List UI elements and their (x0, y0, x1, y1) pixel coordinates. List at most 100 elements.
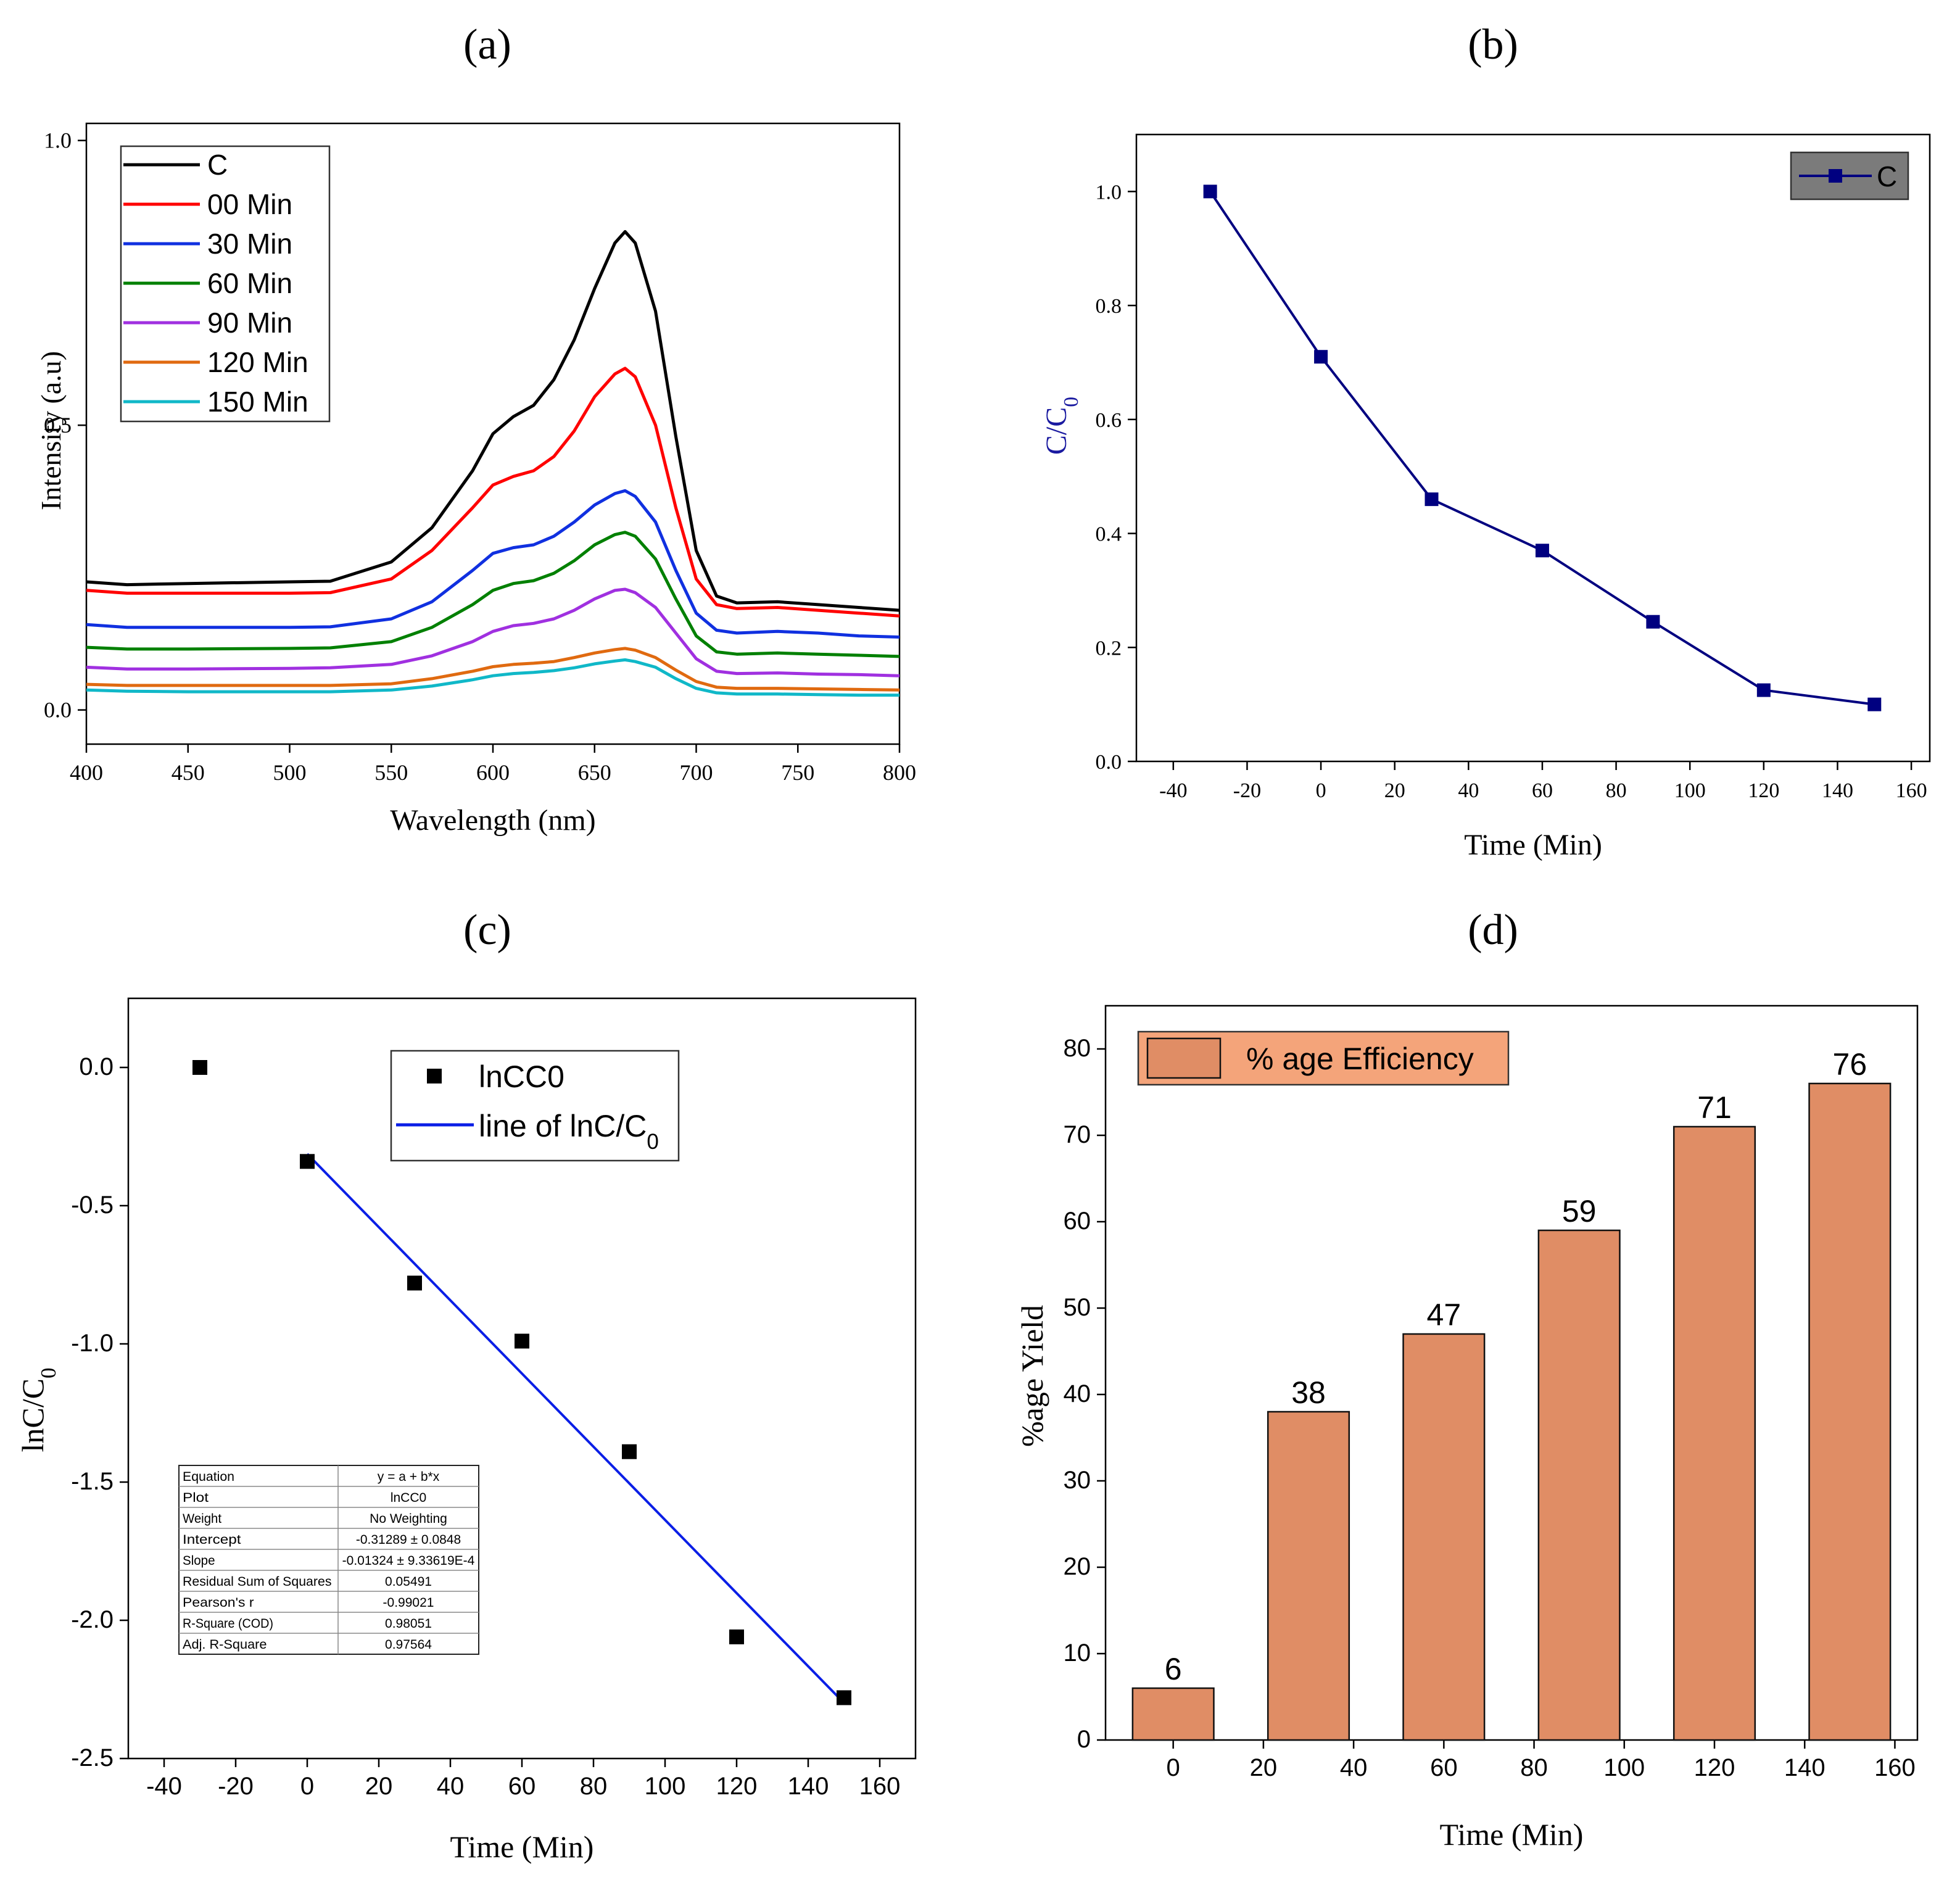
fit-table-key: Plot (183, 1491, 209, 1505)
y-tick-label: 1.0 (44, 128, 72, 153)
y-tick-label: -2.0 (71, 1606, 114, 1633)
legend-entry: 30 Min (207, 228, 292, 260)
x-tick-label: 20 (1250, 1754, 1278, 1781)
y-tick-label: 30 (1064, 1467, 1091, 1494)
data-point (515, 1334, 529, 1349)
x-tick-label: 700 (680, 760, 713, 785)
panel-label: (d) (1468, 906, 1518, 954)
y-axis-label: %age Yield (1015, 1305, 1049, 1447)
x-tick-label: 40 (437, 1773, 465, 1800)
x-tick-label: 60 (508, 1773, 536, 1800)
x-tick-label: -20 (1233, 779, 1261, 802)
x-tick-label: 80 (1520, 1754, 1548, 1781)
y-axis-label: Intensity (a.u) (35, 351, 67, 510)
y-tick-label: -1.0 (71, 1330, 114, 1357)
x-axis-label: Wavelength (nm) (390, 804, 595, 837)
x-tick-label: 80 (580, 1773, 608, 1800)
y-axis-label-main: lnC/C (15, 1378, 50, 1452)
x-tick-label: 20 (1384, 779, 1405, 802)
x-tick-label: -20 (218, 1773, 254, 1800)
legend-b: C (1791, 152, 1908, 199)
x-tick-label: -40 (146, 1773, 182, 1800)
x-axis-label: Time (Min) (1440, 1817, 1584, 1852)
x-tick-label: 0 (1167, 1754, 1180, 1781)
fit-table-key: Equation (183, 1470, 234, 1484)
data-point (1425, 492, 1439, 506)
bar (1404, 1334, 1485, 1740)
data-point (1314, 350, 1328, 363)
y-tick-label: 0.6 (1096, 409, 1122, 432)
legend-entry: 90 Min (207, 307, 292, 339)
y-tick-label: 0.2 (1096, 637, 1122, 660)
y-tick-label: 0.4 (1096, 523, 1122, 546)
y-tick-label: -1.5 (71, 1468, 114, 1495)
y-tick-label: 20 (1064, 1553, 1091, 1580)
legend-entry: lnCC0 (479, 1059, 564, 1094)
y-tick-label: 70 (1064, 1121, 1091, 1148)
x-tick-label: 140 (1784, 1754, 1826, 1781)
bar-data-label: 71 (1697, 1090, 1732, 1125)
x-tick-label: 120 (1748, 779, 1779, 802)
bar-data-label: 76 (1833, 1047, 1867, 1082)
data-point (407, 1275, 422, 1290)
data-point (1867, 698, 1881, 711)
x-tick-label: 500 (273, 760, 307, 785)
x-tick-label: 40 (1340, 1754, 1368, 1781)
fit-table-value: -0.01324 ± 9.33619E-4 (342, 1554, 475, 1568)
legend-swatch (1147, 1038, 1220, 1078)
data-point (300, 1154, 315, 1169)
y-axis-label-main: Intensity (a.u) (35, 351, 67, 510)
fit-table: Equation y = a + b*xPlot lnCC0Weight No Wei… (179, 1465, 479, 1654)
y-axis-label-main: %age Yield (1015, 1305, 1049, 1447)
x-tick-label: 650 (578, 760, 611, 785)
x-axis-label: Time (Min) (450, 1829, 594, 1864)
bar (1539, 1230, 1620, 1740)
data-point (622, 1444, 637, 1459)
x-tick-label: 600 (476, 760, 510, 785)
bar (1674, 1127, 1755, 1740)
x-axis-label: Time (Min) (1464, 829, 1602, 861)
bar (1268, 1412, 1349, 1740)
y-tick-label: 0.0 (79, 1053, 114, 1080)
y-tick-label: 0.0 (1096, 751, 1122, 774)
fit-table-value: -0.99021 (383, 1596, 434, 1610)
x-tick-label: 120 (1694, 1754, 1735, 1781)
fit-table-value: 0.97564 (385, 1638, 432, 1652)
legend-a: C 00 Min 30 Min 60 Min 90 Min 120 Min 150 Min (121, 146, 329, 421)
y-tick-label: 60 (1064, 1208, 1091, 1235)
y-tick-label: 0.0 (44, 698, 72, 723)
y-tick-label: 10 (1064, 1639, 1091, 1667)
figure-canvas: (a)400 450 500 550 600 650 700 750 8000.00.51.0W… (0, 0, 1960, 1885)
y-tick-label: -2.5 (71, 1744, 114, 1771)
x-tick-label: 400 (70, 760, 103, 785)
fit-table-key: Adj. R-Square (183, 1638, 267, 1652)
x-tick-label: 750 (781, 760, 814, 785)
x-tick-label: -40 (1159, 779, 1187, 802)
legend-entry: C (1877, 160, 1897, 193)
fit-table-value: 0.98051 (385, 1617, 432, 1631)
fit-table-key: Slope (183, 1554, 215, 1568)
y-tick-label: 50 (1064, 1294, 1091, 1321)
x-tick-label: 160 (1896, 779, 1927, 802)
fit-table-key: Intercept (183, 1533, 241, 1547)
fit-table-value: No Weighting (370, 1512, 447, 1526)
x-tick-label: 450 (172, 760, 205, 785)
legend-entry: 120 Min (207, 346, 308, 378)
panel-label: (a) (463, 21, 511, 68)
y-axis-label-subscript: 0 (1060, 397, 1083, 407)
x-tick-label: 60 (1430, 1754, 1458, 1781)
data-point (729, 1630, 744, 1644)
data-point (1536, 544, 1549, 557)
fit-table-value: lnCC0 (391, 1491, 426, 1505)
x-tick-label: 800 (883, 760, 916, 785)
bar-data-label: 38 (1291, 1375, 1326, 1410)
y-tick-label: -0.5 (71, 1191, 114, 1219)
legend-c: lnCC0line of lnC/C0 (391, 1051, 679, 1161)
x-tick-label: 100 (1603, 1754, 1645, 1781)
y-tick-label: 1.0 (1096, 181, 1122, 204)
data-point (192, 1060, 207, 1075)
x-tick-label: 100 (645, 1773, 686, 1800)
panel-label: (c) (463, 906, 511, 954)
legend-entry: C (207, 149, 228, 181)
bar (1809, 1083, 1891, 1740)
